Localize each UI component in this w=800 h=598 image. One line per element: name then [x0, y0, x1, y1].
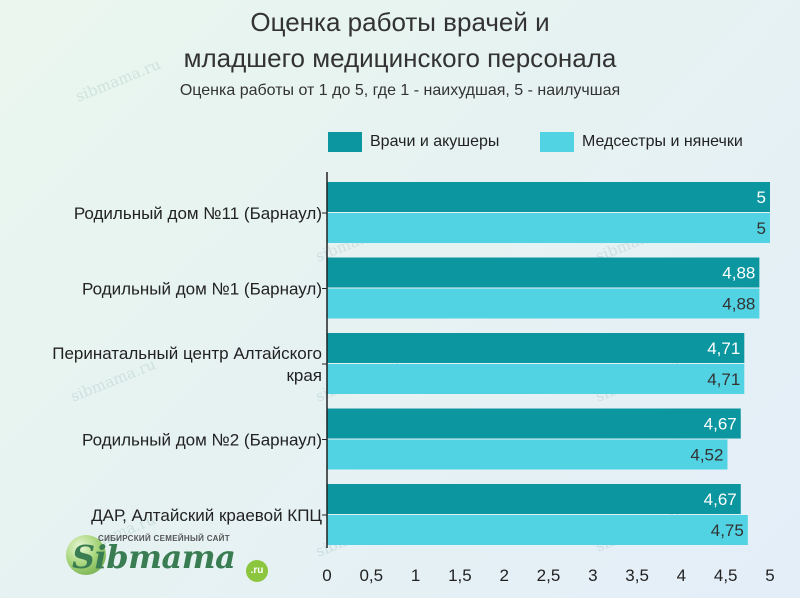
chart-title-line-1: Оценка работы врачей и	[250, 7, 550, 37]
x-tick-label-6: 3	[588, 566, 597, 585]
bar-2-series-0	[327, 333, 745, 363]
category-label-1: Родильный дом №1 (Барнаул)	[82, 280, 322, 299]
watermark-0: sibmama.ru	[73, 55, 164, 106]
x-tick-label-0: 0	[322, 566, 331, 585]
data-label-1-series-0: 4,88	[722, 264, 755, 283]
bar-0-series-0	[327, 182, 770, 212]
x-tick-label-1: 0,5	[359, 566, 383, 585]
category-label-4: ДАР, Алтайский краевой КПЦ	[91, 506, 322, 525]
logo-suffix: .ru	[246, 560, 268, 582]
x-tick-label-4: 2	[499, 566, 508, 585]
logo-ball-icon	[66, 535, 106, 575]
legend-label-doctors: Врачи и акушеры	[370, 133, 500, 150]
logo-tagline: СИБИРСКИЙ СЕМЕЙНЫЙ САЙТ	[98, 534, 230, 543]
data-label-4-series-1: 4,75	[711, 521, 744, 540]
category-label-3: Родильный дом №2 (Барнаул)	[82, 431, 322, 450]
data-label-1-series-1: 4,88	[722, 295, 755, 314]
sibmama-logo: СИБИРСКИЙ СЕМЕЙНЫЙ САЙТ Sibmama .ru	[66, 532, 268, 584]
x-tick-label-8: 4	[677, 566, 686, 585]
x-tick-label-5: 2,5	[537, 566, 561, 585]
legend-item-nurses: Медсестры и нянечки	[540, 131, 743, 153]
x-axis: 0 0,5 1 1,5 2 2,5 3 3,5 4 4,5 5	[322, 172, 775, 585]
bar-4-series-0	[327, 484, 741, 514]
data-label-0-series-1: 5	[757, 219, 766, 238]
data-label-3-series-1: 4,52	[690, 446, 723, 465]
legend-swatch-doctors	[328, 132, 362, 152]
chart-subtitle: Оценка работы от 1 до 5, где 1 - наихудш…	[179, 82, 621, 99]
bar-0-series-1	[327, 213, 770, 243]
bar-1-series-1	[327, 288, 760, 319]
x-tick-label-2: 1	[411, 566, 420, 585]
data-label-0-series-0: 5	[757, 188, 766, 207]
data-label-2-series-1: 4,71	[707, 370, 740, 389]
bar-3-series-0	[327, 408, 741, 439]
legend-label-nurses: Медсестры и нянечки	[582, 133, 743, 150]
logo-wordmark: Sibmama	[72, 538, 236, 576]
data-label-3-series-0: 4,67	[704, 415, 737, 434]
x-tick-label-10: 5	[765, 566, 774, 585]
x-tick-label-7: 3,5	[625, 566, 649, 585]
legend-item-doctors: Врачи и акушеры	[328, 131, 499, 153]
category-label-2-line-0: Перинатальный центр Алтайского	[52, 344, 322, 363]
chart-title-line-2: младшего медицинского персонала	[183, 43, 617, 73]
x-tick-label-9: 4,5	[714, 566, 738, 585]
x-tick-label-3: 1,5	[448, 566, 472, 585]
bar-3-series-1	[327, 439, 728, 470]
legend-swatch-nurses	[540, 132, 574, 152]
category-label-0: Родильный дом №11 (Барнаул)	[74, 204, 322, 223]
category-labels: Родильный дом №11 (Барнаул) Родильный дом…	[52, 204, 322, 525]
bar-2-series-1	[327, 364, 745, 394]
data-label-4-series-0: 4,67	[704, 490, 737, 509]
bar-4-series-1	[327, 515, 748, 545]
data-label-2-series-0: 4,71	[707, 339, 740, 358]
bar-1-series-0	[327, 257, 760, 288]
category-label-2-line-1: края	[286, 366, 322, 385]
bars-layer: 5 5 4,88 4,88 4,71 4,71 4,67 4,52 4,67 4,75	[327, 182, 770, 545]
